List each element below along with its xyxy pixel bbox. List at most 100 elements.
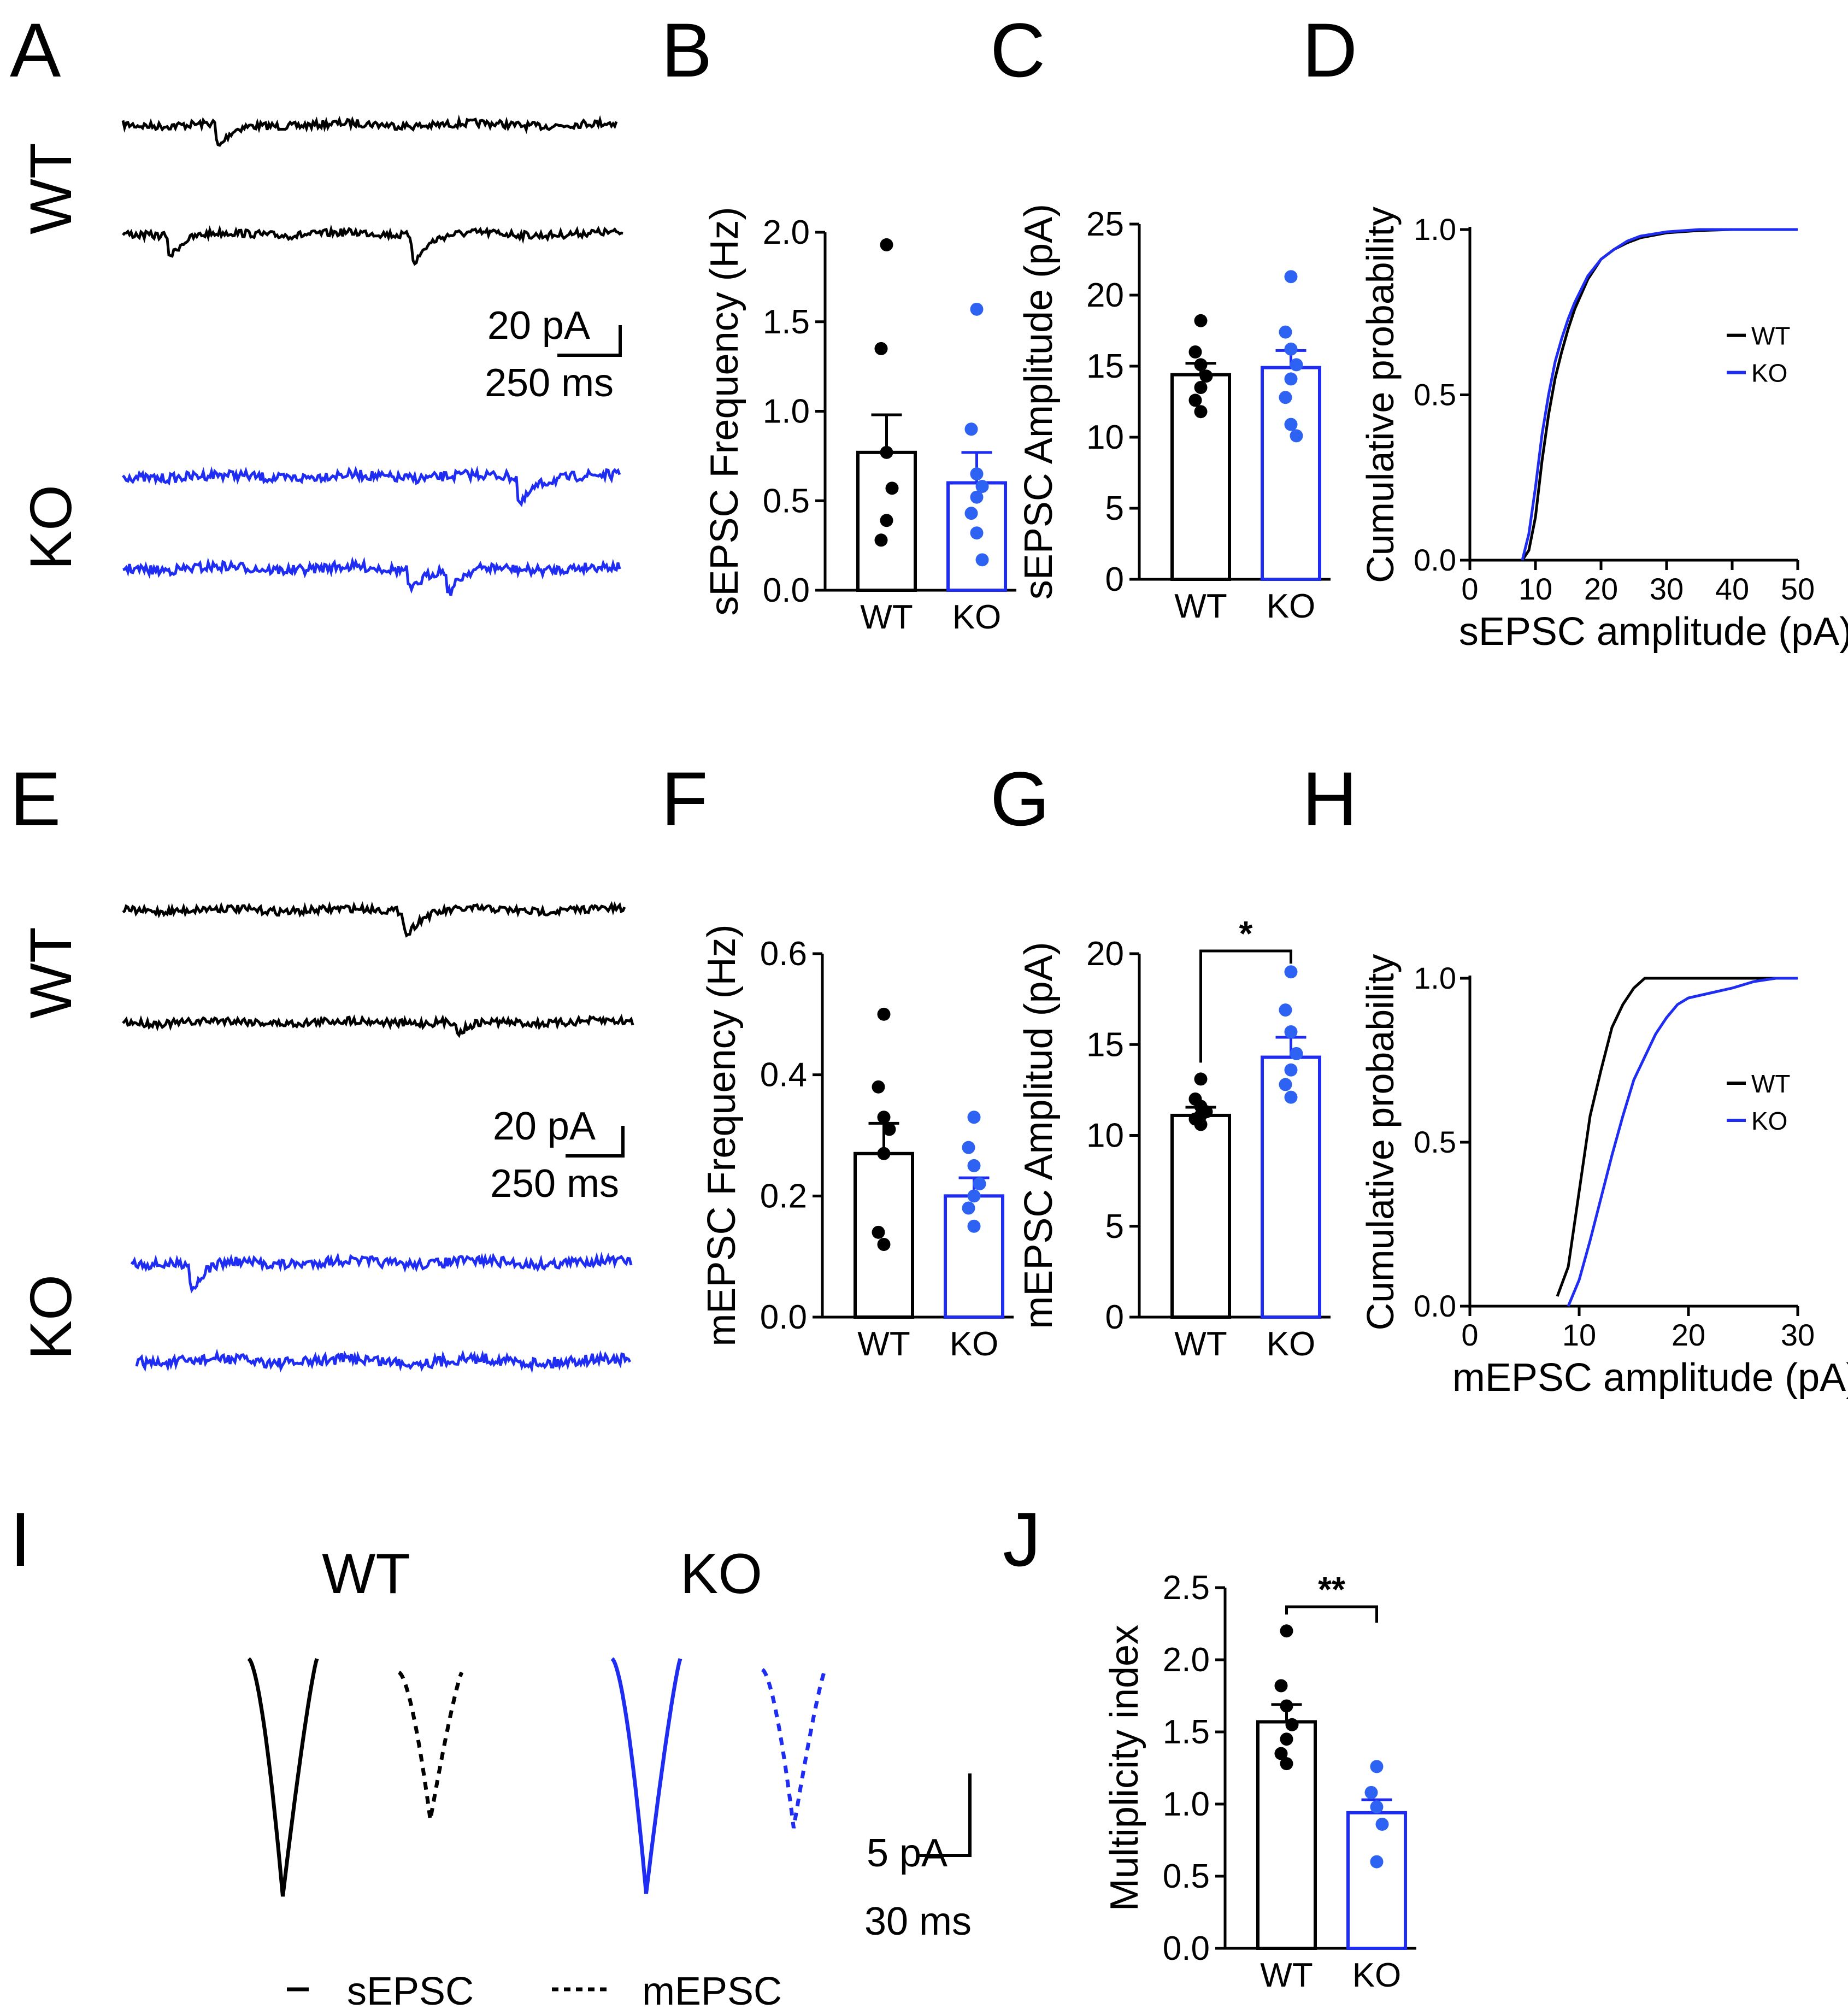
x-tick-label: 30 [1650,572,1684,606]
x-tick-label: WT [1260,1957,1313,1994]
y-tick-label: 0.5 [1163,1858,1210,1895]
trace-ko-1 [130,1252,633,1294]
data-point [885,481,899,495]
data-point [880,445,893,459]
x-tick-label: WT [857,1325,910,1363]
legend-label-ko: KO [1751,359,1787,387]
x-tick-label: WT [1174,1325,1227,1363]
data-point [964,507,978,520]
data-point [1188,345,1202,359]
y-tick-label: 10 [1086,419,1124,456]
data-point [1370,1855,1384,1869]
y-tick-label: 25 [1086,205,1124,243]
y-tick-label: 0.5 [763,482,810,520]
x-tick-label: 20 [1672,1318,1705,1352]
avg-label-wt: WT [322,1542,410,1606]
trace-label-wt: WT [17,143,84,234]
panel-letter-f: F [661,756,708,842]
trace-wt-2 [122,224,623,266]
avg-mepsc-wt [398,1671,464,1820]
data-point [1279,325,1292,339]
data-point [1194,381,1208,394]
y-tick-label: 0.5 [1414,1125,1456,1159]
panel-letter-j: J [1003,1496,1041,1582]
x-tick-label: 30 [1781,1318,1815,1352]
chart-f-mepsc-frequency: 0.0 0.2 0.4 0.6 mEPSC Frequency (Hz) WT KO [700,924,1014,1363]
y-tick-label: 20 [1086,277,1124,314]
avg-sepsc-wt [247,1657,319,1897]
significance-bracket [1199,949,1292,1063]
data-point [1284,418,1298,431]
y-tick-label: 1.0 [1163,1785,1210,1823]
data-point [1274,1747,1288,1760]
data-point [1284,1063,1298,1077]
data-point [1284,1090,1298,1104]
data-point [970,467,984,481]
data-point [1280,1757,1293,1771]
data-point [877,1238,891,1251]
y-tick-label: 0.0 [1414,1289,1456,1323]
scale-amp-label: 5 pA [867,1831,947,1875]
series-line-ko [1521,228,1798,561]
scale-amp-label: 20 pA [493,1105,596,1148]
y-axis-label: sEPSC Amplitude (pA) [1017,204,1061,600]
data-point [1290,1047,1303,1060]
x-tick-label: 10 [1562,1318,1596,1352]
data-point [962,1201,975,1215]
data-point [962,1141,975,1154]
data-point [975,553,989,567]
data-point [1188,393,1202,407]
trace-wt-1 [122,901,626,938]
data-point [1279,1078,1292,1091]
data-point [970,526,984,540]
chart-j-multiplicity-index: 0.0 0.5 1.0 1.5 2.0 2.5 Multiplicity index WT KO… [1103,1569,1416,1994]
data-point [1284,342,1298,356]
data-point [1284,965,1298,979]
data-point [874,342,888,355]
panel-letter-a: A [10,7,61,93]
y-tick-label: 10 [1086,1117,1124,1155]
data-point [967,1159,981,1172]
y-tick-label: 2.0 [1163,1641,1210,1679]
y-tick-label: 0.0 [763,572,810,609]
trace-label-wt: WT [17,927,84,1019]
y-tick-label: 0.0 [760,1299,807,1336]
panel-e-traces: WT KO 20 pA 250 ms [17,901,634,1374]
data-point [964,422,978,436]
scale-time-label: 250 ms [490,1162,619,1206]
legend-label-ko: KO [1751,1107,1787,1135]
trace-label-ko: KO [17,1274,84,1360]
data-point [967,1189,981,1203]
panel-letter-c: C [990,7,1045,93]
data-point [882,1123,896,1136]
panel-letter-g: G [990,756,1050,842]
x-tick-label: 50 [1781,572,1815,606]
panel-letter-b: B [661,7,712,93]
x-tick-label: KO [950,1325,999,1363]
trace-label-ko: KO [17,485,84,570]
y-tick-label: 15 [1086,1026,1124,1064]
y-tick-label: 0.0 [1163,1930,1210,1967]
series-line-ko [1567,977,1798,1307]
avg-label-ko: KO [680,1542,762,1606]
data-point [970,302,984,316]
panel-letter-i: I [10,1496,31,1582]
bar-ko [944,1194,1004,1319]
x-tick-label: KO [1267,1325,1316,1363]
data-point [880,514,893,527]
y-tick-label: 1.0 [763,393,810,431]
panel-letter-d: D [1302,7,1357,93]
y-tick-label: 5 [1105,490,1124,527]
data-point [1199,369,1213,383]
data-point [1279,391,1292,404]
data-point [877,1007,891,1021]
significance-marker: ** [1318,1570,1345,1609]
x-tick-label: KO [1352,1957,1402,1994]
bar-wt [1170,1113,1231,1319]
data-point [1279,1003,1292,1017]
legend-label-wt: WT [1751,1070,1791,1098]
y-axis-label: Cumulative probability [1359,207,1402,583]
data-point [1194,405,1208,419]
x-tick-label: WT [1174,588,1227,625]
